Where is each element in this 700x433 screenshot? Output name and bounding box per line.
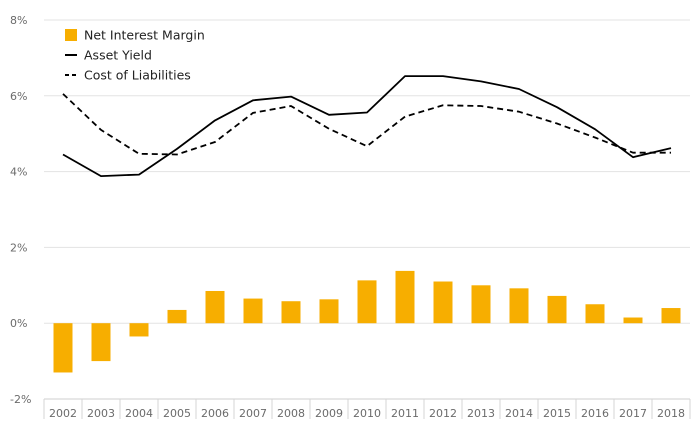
x-tick-label: 2017 — [619, 407, 647, 420]
bar-2011 — [395, 270, 415, 324]
bar-2014 — [509, 288, 529, 324]
y-axis: 8% 6% 4% 2% 0% -2% — [10, 14, 31, 406]
x-tick-label: 2010 — [353, 407, 381, 420]
bar-2002 — [53, 323, 73, 373]
x-axis: 2002 2003 2004 2005 2006 2007 2008 2009 2010 2011… — [43, 398, 691, 420]
legend-swatch-net-interest-margin — [65, 29, 77, 41]
x-tick-label: 2004 — [125, 407, 153, 420]
bar-2006 — [205, 290, 225, 324]
y-tick-label: 6% — [10, 90, 27, 103]
x-tick-label: 2015 — [543, 407, 571, 420]
x-tick-label: 2009 — [315, 407, 343, 420]
line-series — [62, 75, 672, 178]
legend-label: Cost of Liabilities — [84, 68, 191, 83]
legend-label: Net Interest Margin — [84, 28, 205, 43]
bar-2015 — [547, 295, 567, 324]
x-tick-label: 2003 — [87, 407, 115, 420]
x-tick-label: 2013 — [467, 407, 495, 420]
bar-2013 — [471, 285, 491, 324]
bar-2017 — [623, 317, 643, 324]
bar-2003 — [91, 323, 111, 362]
bar-2018 — [661, 308, 681, 324]
bar-2004 — [129, 323, 149, 337]
legend-label: Asset Yield — [84, 48, 152, 63]
bar-2012 — [433, 281, 453, 324]
bar-2009 — [319, 299, 339, 324]
x-tick-label: 2002 — [49, 407, 77, 420]
y-tick-label: 0% — [10, 317, 27, 330]
legend: Net Interest Margin Asset Yield Cost of Li… — [65, 28, 205, 83]
y-tick-label: 8% — [10, 14, 27, 27]
y-tick-label: 4% — [10, 166, 27, 179]
bar-2010 — [357, 280, 377, 324]
asset-yield-line — [62, 75, 672, 178]
y-tick-label: -2% — [10, 393, 31, 406]
bar-2008 — [281, 301, 301, 324]
bar-2016 — [585, 304, 605, 324]
x-tick-label: 2014 — [505, 407, 533, 420]
net-interest-margin-bars — [53, 270, 681, 373]
x-tick-label: 2006 — [201, 407, 229, 420]
x-tick-label: 2012 — [429, 407, 457, 420]
x-tick-label: 2011 — [391, 407, 419, 420]
x-tick-label: 2005 — [163, 407, 191, 420]
cost-of-liabilities-line — [62, 93, 671, 156]
x-tick-label: 2018 — [657, 407, 685, 420]
bar-2007 — [243, 298, 263, 324]
x-tick-label: 2016 — [581, 407, 609, 420]
y-tick-label: 2% — [10, 241, 27, 254]
x-tick-label: 2008 — [277, 407, 305, 420]
x-tick-label: 2007 — [239, 407, 267, 420]
bar-2005 — [167, 309, 187, 324]
